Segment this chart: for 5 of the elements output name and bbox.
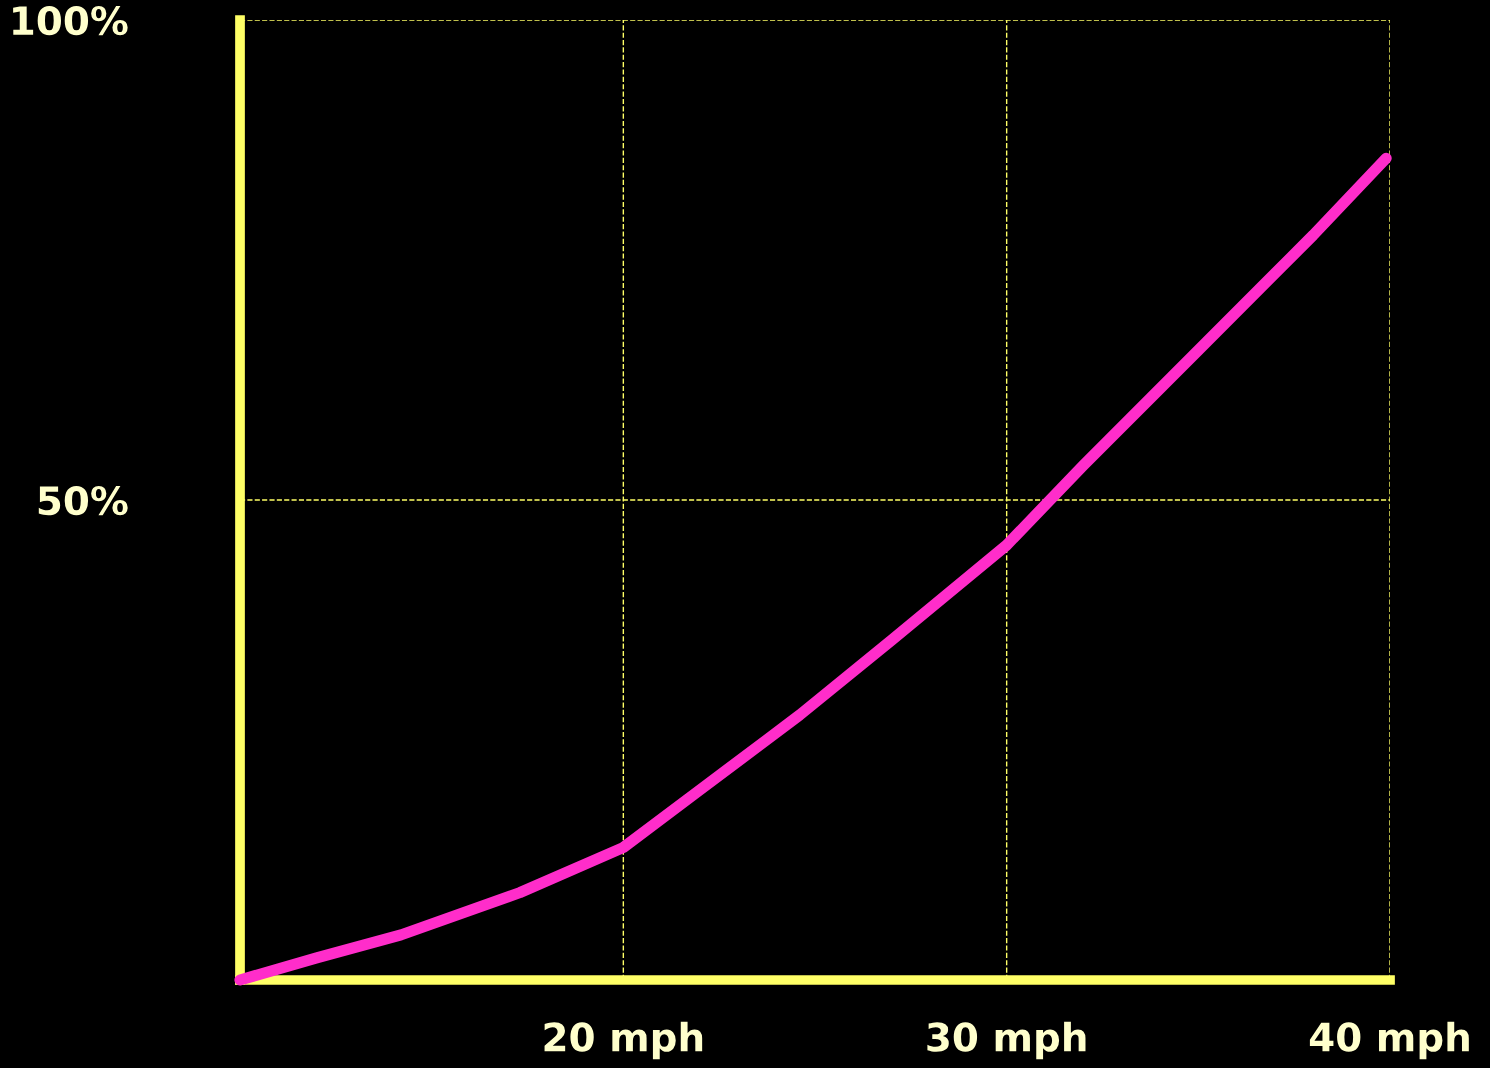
y-tick-label: 100% bbox=[13, 5, 128, 36]
x-tick-label: 30 mph bbox=[927, 1021, 1086, 1060]
x-tick-label: 40 mph bbox=[1309, 1021, 1469, 1060]
x-tick-label: 20 mph bbox=[544, 1021, 703, 1060]
y-tick-label: 50% bbox=[38, 485, 128, 516]
